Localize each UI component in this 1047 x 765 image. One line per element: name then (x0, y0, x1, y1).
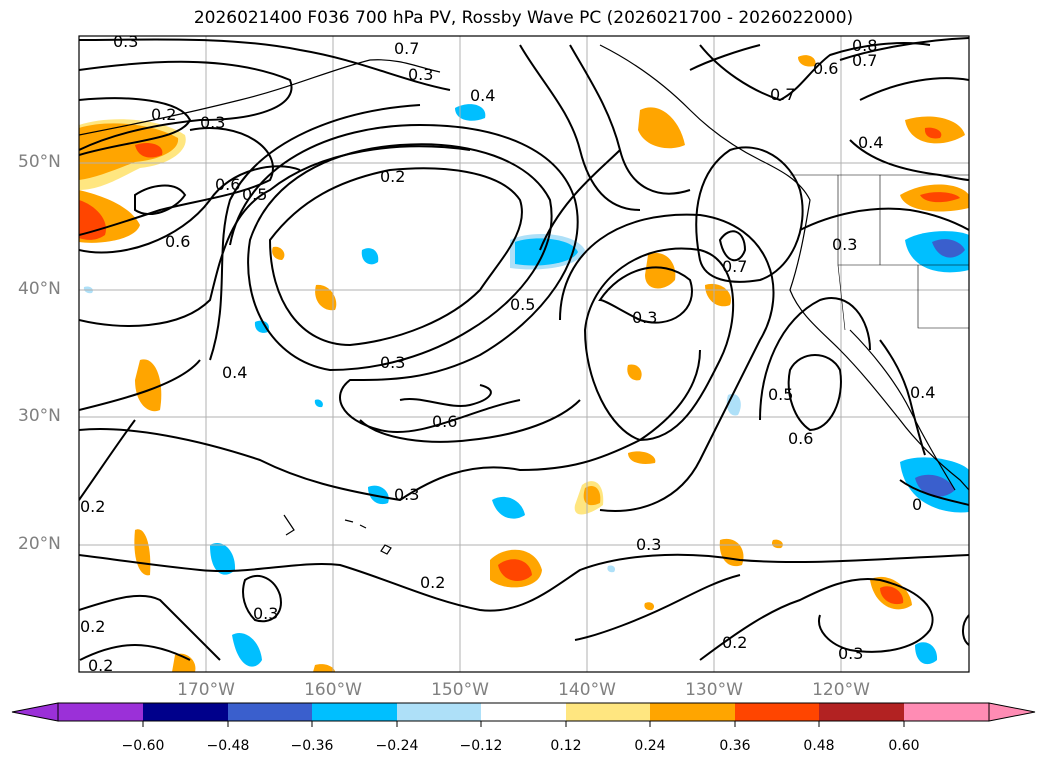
contour-label: 0.4 (910, 383, 935, 402)
colorbar-tick-label: 0.48 (803, 738, 835, 754)
contour-label: 0.6 (788, 429, 813, 448)
contour-label: 0.2 (80, 617, 105, 636)
colorbar-bin (58, 703, 143, 721)
contour-label: 0.7 (722, 257, 747, 276)
lat-label: 50°N (18, 152, 61, 172)
contour-label: 0.5 (510, 295, 535, 314)
colorbar-bin (481, 703, 566, 721)
state-borders (790, 174, 969, 331)
colorbar-bin (904, 703, 989, 721)
contour-label: 0.5 (768, 385, 793, 404)
contour-label: 0.3 (636, 535, 661, 554)
contour-label: 0.3 (200, 113, 225, 132)
contour-label: 0.7 (394, 39, 419, 58)
colorbar-bin (650, 703, 735, 721)
colorbar-tick-label: −0.24 (375, 738, 419, 754)
contour-label: 0.3 (832, 235, 857, 254)
lat-label: 40°N (18, 279, 61, 299)
map-title: 2026021400 F036 700 hPa PV, Rossby Wave … (193, 8, 854, 28)
colorbar-tick-label: −0.48 (206, 738, 250, 754)
contour-label: 0.4 (222, 363, 247, 382)
colorbar-bin (312, 703, 397, 721)
contour-label: 0 (912, 495, 922, 514)
contour-label: 0.7 (770, 85, 795, 104)
contour-label: 0.2 (420, 573, 445, 592)
colorbar-bin (735, 703, 819, 721)
lon-label: 170°W (177, 680, 235, 700)
contour-label: 0.3 (253, 604, 278, 623)
contour-label: 0.6 (165, 232, 190, 251)
colorbar-bin (143, 703, 228, 721)
colorbar-tick-label: −0.36 (290, 738, 334, 754)
lon-label: 140°W (558, 680, 616, 700)
contour-label: 0.3 (838, 644, 863, 663)
negative-anomaly-fills (83, 104, 969, 667)
colorbar-extend-min (11, 702, 59, 722)
contour-label: 0.8 (852, 36, 877, 55)
graticule (79, 36, 969, 672)
lon-label: 150°W (431, 680, 489, 700)
colorbar-tick-label: 0.12 (550, 738, 582, 754)
coastlines (79, 44, 969, 555)
colorbar-bin (228, 703, 312, 721)
contour-label: 0.7 (852, 51, 877, 70)
colorbar-tick-label: −0.12 (459, 738, 503, 754)
contour-label: 0.4 (858, 133, 883, 152)
contour-label: 0.4 (470, 86, 495, 105)
lat-label: 30°N (18, 406, 61, 426)
contour-label: 0.2 (380, 167, 405, 186)
colorbar-tick-label: −0.60 (121, 738, 165, 754)
contour-label: 0.3 (394, 485, 419, 504)
contour-label: 0.2 (151, 105, 176, 124)
lat-label: 20°N (18, 534, 61, 554)
colorbar-tick-label: 0.36 (719, 738, 751, 754)
contour-label: 0.6 (215, 175, 240, 194)
contour-label: 0.2 (88, 656, 113, 675)
contour-label: 0.6 (813, 59, 838, 78)
contour-label: 0.6 (432, 412, 457, 431)
lon-label: 160°W (304, 680, 362, 700)
colorbar-bin (819, 703, 904, 721)
contour-label: 0.3 (113, 32, 138, 51)
contour-label: 0.5 (242, 185, 267, 204)
contour-label: 0.3 (380, 353, 405, 372)
colorbar-bin (397, 703, 481, 721)
colorbar-extend-max (988, 702, 1036, 722)
colorbar (11, 702, 1036, 727)
colorbar-tick-label: 0.60 (888, 738, 920, 754)
lon-label: 120°W (812, 680, 870, 700)
lon-label: 130°W (685, 680, 743, 700)
pv-contours (79, 37, 969, 661)
contour-label: 0.2 (80, 497, 105, 516)
contour-label-group: 0.3 0.2 0.3 0.7 0.3 0.4 0.8 0.7 0.6 0.7 … (80, 32, 935, 675)
contour-label: 0.2 (722, 633, 747, 652)
colorbar-bin (566, 703, 650, 721)
map-frame (78, 35, 970, 673)
colorbar-tick-label: 0.24 (634, 738, 666, 754)
contour-label: 0.3 (632, 308, 657, 327)
contour-label: 0.3 (408, 65, 433, 84)
